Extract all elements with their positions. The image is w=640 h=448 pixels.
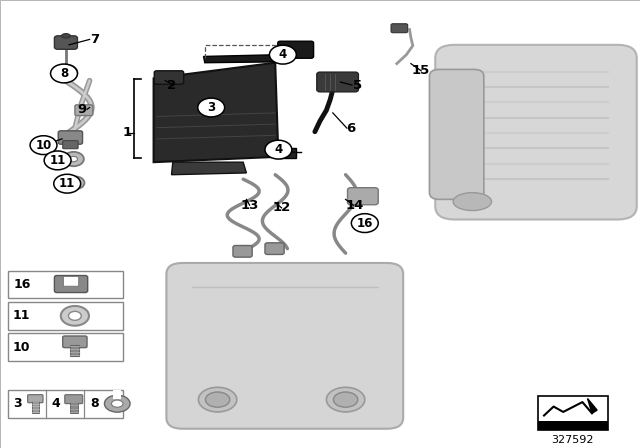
FancyBboxPatch shape xyxy=(435,45,637,220)
Ellipse shape xyxy=(326,387,365,412)
Bar xyxy=(32,401,38,413)
Text: 4: 4 xyxy=(275,143,282,156)
Text: 1: 1 xyxy=(122,126,131,139)
Ellipse shape xyxy=(333,392,358,407)
FancyBboxPatch shape xyxy=(278,41,314,58)
Circle shape xyxy=(61,306,89,326)
Bar xyxy=(8,390,123,418)
FancyBboxPatch shape xyxy=(75,105,93,116)
Text: 13: 13 xyxy=(241,198,259,212)
FancyBboxPatch shape xyxy=(58,131,83,144)
FancyBboxPatch shape xyxy=(63,276,79,286)
Circle shape xyxy=(61,69,70,76)
Bar xyxy=(70,345,79,356)
Polygon shape xyxy=(154,63,278,162)
Bar xyxy=(8,333,123,361)
Text: 10: 10 xyxy=(35,138,52,152)
Bar xyxy=(113,390,121,399)
Text: 327592: 327592 xyxy=(552,435,594,445)
FancyBboxPatch shape xyxy=(63,336,87,348)
FancyBboxPatch shape xyxy=(154,71,184,84)
Ellipse shape xyxy=(453,193,492,211)
Circle shape xyxy=(72,181,79,185)
Text: 2: 2 xyxy=(167,78,176,92)
Ellipse shape xyxy=(198,387,237,412)
Circle shape xyxy=(54,174,81,193)
FancyBboxPatch shape xyxy=(391,24,408,33)
FancyBboxPatch shape xyxy=(429,69,484,199)
Polygon shape xyxy=(172,162,246,175)
Text: 16: 16 xyxy=(356,216,373,230)
Circle shape xyxy=(54,65,77,81)
Text: 11: 11 xyxy=(49,154,66,167)
Circle shape xyxy=(67,177,84,189)
Bar xyxy=(8,302,123,330)
Bar xyxy=(70,402,77,413)
Text: 11: 11 xyxy=(13,309,31,323)
Text: 6: 6 xyxy=(346,121,355,135)
Ellipse shape xyxy=(111,400,123,407)
Circle shape xyxy=(51,64,77,83)
FancyBboxPatch shape xyxy=(317,72,358,92)
Bar xyxy=(8,271,123,298)
FancyBboxPatch shape xyxy=(28,395,43,403)
Text: 14: 14 xyxy=(346,198,364,212)
Polygon shape xyxy=(204,55,280,63)
FancyBboxPatch shape xyxy=(54,36,77,49)
Circle shape xyxy=(30,136,57,155)
Text: 7: 7 xyxy=(90,33,99,46)
Text: 3: 3 xyxy=(13,397,22,410)
Polygon shape xyxy=(588,399,597,413)
Circle shape xyxy=(198,98,225,117)
Text: 16: 16 xyxy=(13,278,31,291)
FancyBboxPatch shape xyxy=(63,141,78,149)
Circle shape xyxy=(351,214,378,233)
Circle shape xyxy=(265,140,292,159)
Ellipse shape xyxy=(104,395,130,412)
Circle shape xyxy=(70,156,77,162)
Text: 8: 8 xyxy=(60,67,68,80)
Text: 9: 9 xyxy=(77,103,86,116)
Text: 4: 4 xyxy=(51,397,60,410)
Text: 15: 15 xyxy=(412,64,430,78)
Text: 8: 8 xyxy=(90,397,99,410)
FancyBboxPatch shape xyxy=(348,188,378,205)
FancyBboxPatch shape xyxy=(65,395,83,404)
Text: 11: 11 xyxy=(59,177,76,190)
Text: 10: 10 xyxy=(13,340,31,354)
Bar xyxy=(538,396,608,430)
FancyBboxPatch shape xyxy=(166,263,403,429)
Text: 5: 5 xyxy=(353,78,362,92)
Polygon shape xyxy=(276,148,296,158)
FancyBboxPatch shape xyxy=(54,276,88,293)
Circle shape xyxy=(269,45,296,64)
Ellipse shape xyxy=(205,392,230,407)
Text: 4: 4 xyxy=(279,48,287,61)
Circle shape xyxy=(44,151,71,170)
Circle shape xyxy=(68,311,81,320)
Bar xyxy=(538,421,608,430)
Ellipse shape xyxy=(61,34,70,38)
Text: 3: 3 xyxy=(207,101,215,114)
Text: 12: 12 xyxy=(273,201,291,215)
Circle shape xyxy=(63,152,84,166)
FancyBboxPatch shape xyxy=(233,246,252,257)
FancyBboxPatch shape xyxy=(265,243,284,254)
